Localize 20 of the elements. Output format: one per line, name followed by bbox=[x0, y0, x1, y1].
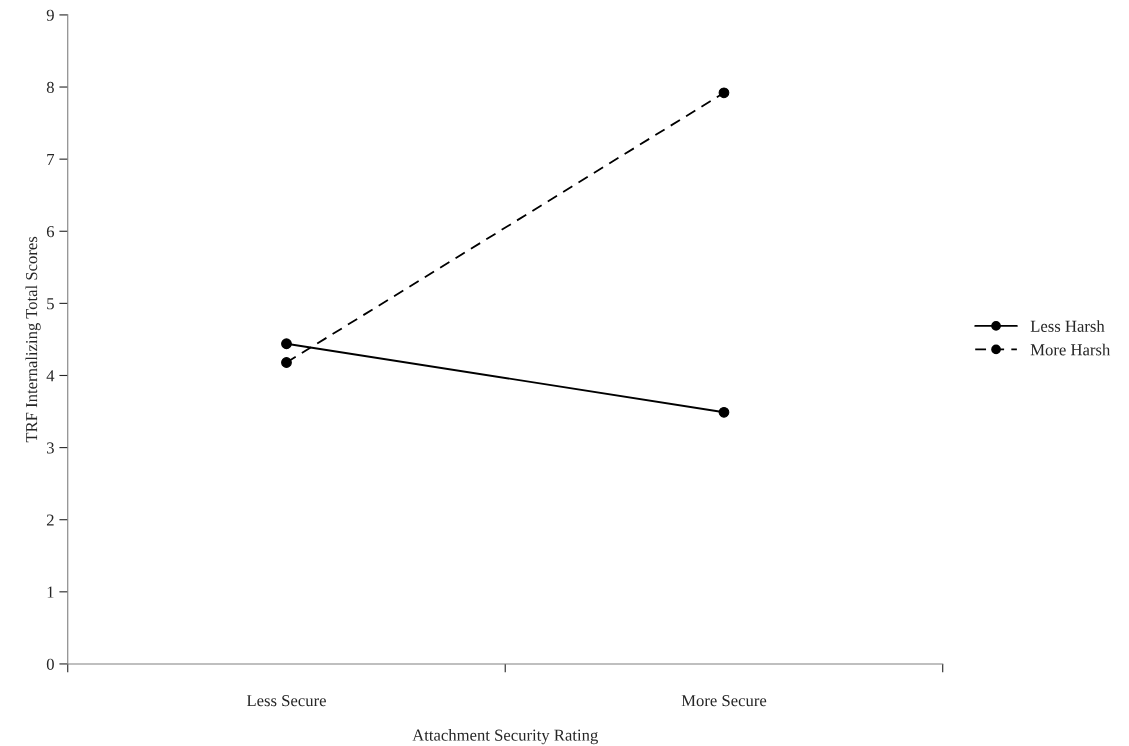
y-tick-label: 6 bbox=[46, 226, 55, 238]
y-axis-title: TRF Internalizing Total Scores bbox=[25, 236, 41, 443]
x-tick-label: Less Secure bbox=[246, 695, 326, 707]
y-tick-label: 9 bbox=[46, 9, 54, 21]
y-tick-label: 2 bbox=[46, 514, 54, 526]
point bbox=[718, 406, 730, 418]
x-axis-title: Attachment Security Rating bbox=[412, 729, 598, 745]
legend-label: Less Harsh bbox=[1030, 320, 1105, 332]
y-tick-label: 0 bbox=[46, 658, 54, 670]
point bbox=[281, 357, 292, 368]
legend-label: More Harsh bbox=[1030, 343, 1111, 356]
y-tick-label: 7 bbox=[47, 154, 55, 165]
x-tick-label: More Secure bbox=[681, 695, 767, 707]
y-tick-label: 8 bbox=[46, 81, 54, 93]
y-tick-label: 4 bbox=[46, 370, 55, 382]
point bbox=[718, 87, 730, 99]
point bbox=[281, 338, 292, 350]
y-tick-label: 3 bbox=[47, 442, 54, 454]
y-tick-label: 5 bbox=[47, 298, 54, 310]
y-tick-label: 1 bbox=[47, 586, 54, 598]
